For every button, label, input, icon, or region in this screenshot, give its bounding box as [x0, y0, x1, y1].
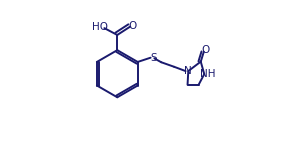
Text: O: O: [201, 45, 209, 55]
Text: N: N: [184, 66, 191, 76]
Text: NH: NH: [200, 69, 215, 79]
Text: HO: HO: [92, 22, 108, 32]
Text: S: S: [150, 53, 157, 63]
Text: O: O: [129, 21, 137, 31]
